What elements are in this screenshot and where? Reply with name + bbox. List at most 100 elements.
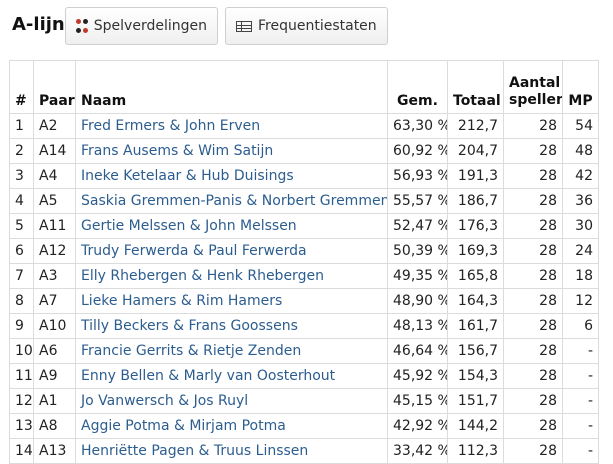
cell-total: 176,3 xyxy=(447,213,504,239)
cell-boards: 28 xyxy=(503,163,563,189)
cell-average: 63,30 % xyxy=(387,113,448,139)
column-header-rank[interactable]: # xyxy=(9,60,34,114)
cell-total: 151,7 xyxy=(447,388,504,414)
card-suits-icon xyxy=(76,19,88,33)
pair-name-link[interactable]: Enny Bellen & Marly van Oosterhout xyxy=(81,368,336,384)
cell-mp: 6 xyxy=(562,313,599,339)
cell-boards: 28 xyxy=(503,388,563,414)
cell-total: 154,3 xyxy=(447,363,504,389)
pair-name-link[interactable]: Aggie Potma & Mirjam Potma xyxy=(81,418,286,434)
table-row: 7 A3 Elly Rhebergen & Henk Rhebergen 49,35 … xyxy=(9,263,599,289)
cell-name: Ineke Ketelaar & Hub Duisings xyxy=(75,163,388,189)
cell-mp: 54 xyxy=(562,113,599,139)
cell-average: 52,47 % xyxy=(387,213,448,239)
cell-boards: 28 xyxy=(503,113,563,139)
pair-name-link[interactable]: Gertie Melssen & John Melssen xyxy=(81,218,297,234)
frequentiestaten-label: Frequentiestaten xyxy=(258,18,377,34)
spelverdelingen-button[interactable]: Spelverdelingen xyxy=(65,7,218,45)
cell-name: Fred Ermers & John Erven xyxy=(75,113,388,139)
cell-total: 164,3 xyxy=(447,288,504,314)
table-row: 6 A12 Trudy Ferwerda & Paul Ferwerda 50,39 … xyxy=(9,238,599,264)
cell-pair: A9 xyxy=(33,363,76,389)
pair-name-link[interactable]: Trudy Ferwerda & Paul Ferwerda xyxy=(81,243,307,259)
column-header-boards[interactable]: Aantal spellen xyxy=(503,60,563,114)
pair-name-link[interactable]: Ineke Ketelaar & Hub Duisings xyxy=(81,168,294,184)
cell-boards: 28 xyxy=(503,138,563,164)
table-row: 9 A10 Tilly Beckers & Frans Goossens 48,13 … xyxy=(9,313,599,339)
column-header-average[interactable]: Gem. xyxy=(387,60,448,114)
column-header-total[interactable]: Totaal xyxy=(447,60,504,114)
cell-pair: A7 xyxy=(33,288,76,314)
cell-mp: - xyxy=(562,438,599,464)
cell-mp: 48 xyxy=(562,138,599,164)
cell-rank: 6 xyxy=(9,238,34,264)
cell-name: Lieke Hamers & Rim Hamers xyxy=(75,288,388,314)
cell-rank: 7 xyxy=(9,263,34,289)
cell-pair: A1 xyxy=(33,388,76,414)
cell-boards: 28 xyxy=(503,238,563,264)
cell-rank: 5 xyxy=(9,213,34,239)
cell-mp: - xyxy=(562,413,599,439)
cell-average: 42,92 % xyxy=(387,413,448,439)
cell-average: 48,13 % xyxy=(387,313,448,339)
cell-name: Elly Rhebergen & Henk Rhebergen xyxy=(75,263,388,289)
cell-total: 204,7 xyxy=(447,138,504,164)
cell-pair: A5 xyxy=(33,188,76,214)
table-row: 13 A8 Aggie Potma & Mirjam Potma 42,92 % 144… xyxy=(9,413,599,439)
cell-name: Tilly Beckers & Frans Goossens xyxy=(75,313,388,339)
cell-rank: 11 xyxy=(9,363,34,389)
cell-average: 33,42 % xyxy=(387,438,448,464)
cell-average: 49,35 % xyxy=(387,263,448,289)
cell-boards: 28 xyxy=(503,338,563,364)
frequentiestaten-button[interactable]: Frequentiestaten xyxy=(225,7,388,45)
column-header-mp[interactable]: MP xyxy=(562,60,599,114)
cell-rank: 14 xyxy=(9,438,34,464)
cell-rank: 12 xyxy=(9,388,34,414)
pair-name-link[interactable]: Elly Rhebergen & Henk Rhebergen xyxy=(81,268,324,284)
table-row: 11 A9 Enny Bellen & Marly van Oosterhout 45… xyxy=(9,363,599,389)
column-header-name[interactable]: Naam xyxy=(75,60,388,114)
table-row: 2 A14 Frans Ausems & Wim Satijn 60,92 % 204,… xyxy=(9,138,599,164)
cell-mp: 42 xyxy=(562,163,599,189)
cell-total: 186,7 xyxy=(447,188,504,214)
cell-average: 45,92 % xyxy=(387,363,448,389)
cell-rank: 4 xyxy=(9,188,34,214)
pair-name-link[interactable]: Frans Ausems & Wim Satijn xyxy=(81,143,274,159)
cell-mp: 12 xyxy=(562,288,599,314)
pair-name-link[interactable]: Tilly Beckers & Frans Goossens xyxy=(81,318,298,334)
cell-name: Enny Bellen & Marly van Oosterhout xyxy=(75,363,388,389)
column-header-pair[interactable]: Paar xyxy=(33,60,76,114)
table-row: 5 A11 Gertie Melssen & John Melssen 52,47 %… xyxy=(9,213,599,239)
cell-total: 169,3 xyxy=(447,238,504,264)
table-row: 14 A13 Henriëtte Pagen & Truus Linssen 33,4… xyxy=(9,438,599,464)
pair-name-link[interactable]: Saskia Gremmen-Panis & Norbert Gremmen xyxy=(81,193,388,209)
table-icon xyxy=(236,20,252,32)
cell-mp: 36 xyxy=(562,188,599,214)
table-row: 12 A1 Jo Vanwersch & Jos Ruyl 45,15 % 151,7 2… xyxy=(9,388,599,414)
cell-name: Gertie Melssen & John Melssen xyxy=(75,213,388,239)
cell-average: 48,90 % xyxy=(387,288,448,314)
cell-rank: 3 xyxy=(9,163,34,189)
cell-name: Jo Vanwersch & Jos Ruyl xyxy=(75,388,388,414)
cell-pair: A2 xyxy=(33,113,76,139)
cell-mp: - xyxy=(562,338,599,364)
table-row: 10 A6 Francie Gerrits & Rietje Zenden 46,64… xyxy=(9,338,599,364)
cell-name: Saskia Gremmen-Panis & Norbert Gremmen xyxy=(75,188,388,214)
table-row: 1 A2 Fred Ermers & John Erven 63,30 % 212,7 2… xyxy=(9,113,599,139)
cell-rank: 9 xyxy=(9,313,34,339)
cell-pair: A12 xyxy=(33,238,76,264)
cell-total: 112,3 xyxy=(447,438,504,464)
pair-name-link[interactable]: Henriëtte Pagen & Truus Linssen xyxy=(81,443,309,459)
pair-name-link[interactable]: Francie Gerrits & Rietje Zenden xyxy=(81,343,302,359)
cell-average: 46,64 % xyxy=(387,338,448,364)
cell-boards: 28 xyxy=(503,288,563,314)
pair-name-link[interactable]: Jo Vanwersch & Jos Ruyl xyxy=(81,393,249,409)
cell-average: 56,93 % xyxy=(387,163,448,189)
pair-name-link[interactable]: Lieke Hamers & Rim Hamers xyxy=(81,293,283,309)
table-header-row: # Paar Naam Gem. Totaal Aantal spellen M… xyxy=(9,60,599,114)
cell-mp: - xyxy=(562,388,599,414)
cell-total: 191,3 xyxy=(447,163,504,189)
cell-total: 161,7 xyxy=(447,313,504,339)
pair-name-link[interactable]: Fred Ermers & John Erven xyxy=(81,118,261,134)
cell-pair: A6 xyxy=(33,338,76,364)
